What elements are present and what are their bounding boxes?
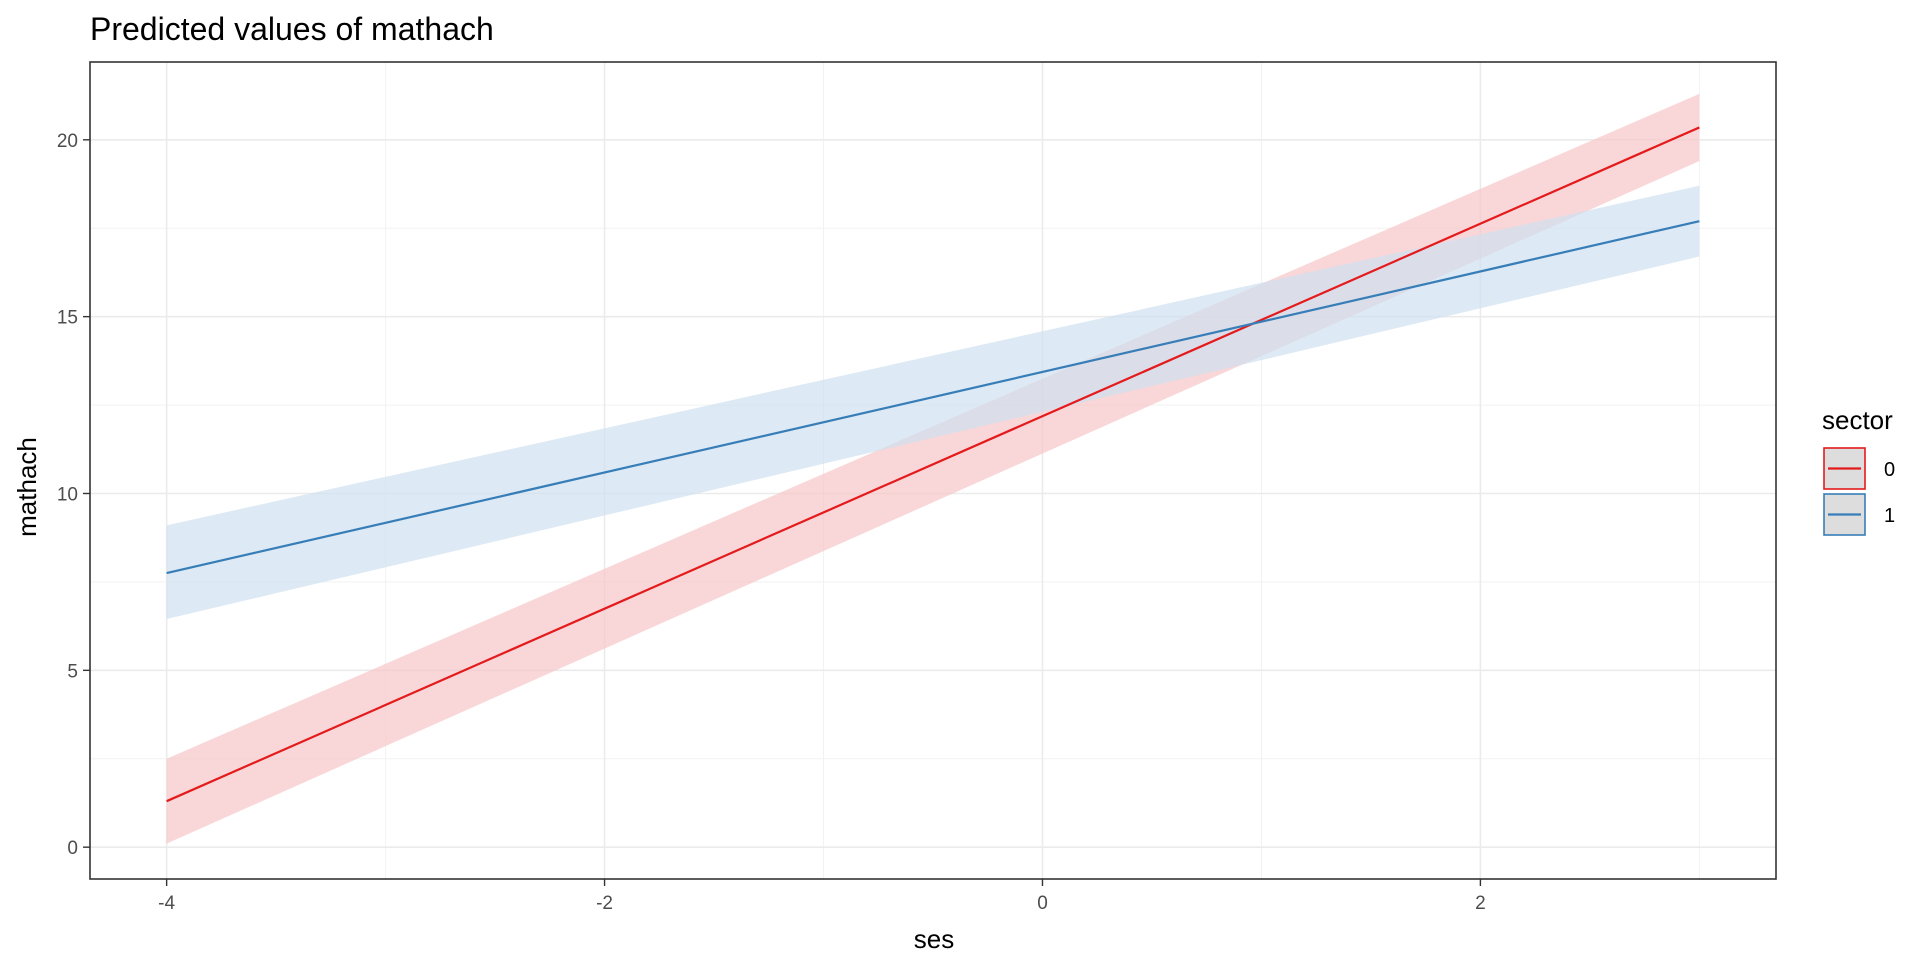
axis-ticks [83, 139, 1482, 886]
y-tick-label: 10 [57, 484, 78, 505]
x-tick-label: -2 [596, 893, 613, 914]
y-axis-title: mathach [12, 437, 42, 537]
legend-title: sector [1822, 405, 1893, 435]
confidence-band-sector-1 [166, 185, 1700, 620]
series-line-sector-0 [166, 126, 1700, 803]
legend-key-sector-1: 1 [1823, 493, 1895, 536]
x-tick-label: -4 [158, 893, 175, 914]
legend-keys: 01 [1823, 447, 1895, 536]
y-tick-label: 15 [57, 308, 78, 329]
panel-border [89, 61, 1777, 880]
x-tick-label: 0 [1037, 893, 1048, 914]
y-tick-label: 5 [67, 661, 78, 682]
chart-title: Predicted values of mathach [90, 11, 494, 47]
legend-key-sector-0: 0 [1823, 447, 1895, 490]
x-tick-label: 2 [1475, 893, 1486, 914]
series-line-sector-1 [166, 220, 1700, 575]
legend-label: 0 [1884, 459, 1895, 481]
legend: sector 01 [1822, 405, 1895, 536]
x-axis-title: ses [914, 924, 954, 954]
y-tick-label: 0 [67, 838, 78, 859]
legend-label: 1 [1884, 505, 1895, 527]
series-lines [166, 126, 1700, 803]
y-tick-label: 20 [57, 131, 78, 152]
confidence-bands [166, 93, 1700, 844]
